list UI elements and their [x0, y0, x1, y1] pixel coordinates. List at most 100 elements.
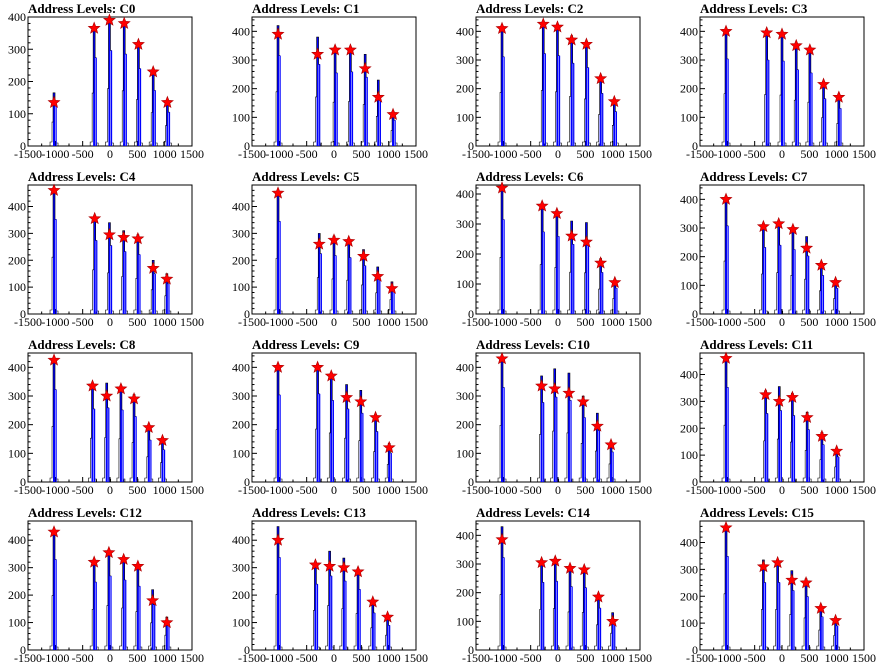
x-tick-label: 1000 [601, 483, 625, 497]
histogram-peak [552, 210, 562, 314]
x-tick-label: 1500 [404, 483, 428, 497]
histogram-peak [88, 384, 97, 482]
x-tick-label: -1000 [489, 483, 517, 497]
x-tick-label: 0 [331, 483, 337, 497]
histogram-peak [346, 46, 355, 146]
fit-marker [789, 38, 803, 52]
fit-marker [385, 281, 399, 294]
chart-svg: Address Levels: C6 0 100 200 300 400 -1500 -100… [456, 169, 652, 329]
y-tick-label: 400 [456, 528, 474, 542]
x-tick-label: 500 [800, 315, 818, 329]
fit-marker [271, 186, 285, 199]
histogram-peak [105, 222, 114, 314]
x-tick-label: -1500 [238, 483, 266, 497]
histogram-peak [329, 235, 339, 314]
fit-marker [550, 20, 564, 33]
x-tick-label: 1500 [628, 651, 652, 665]
fit-marker [495, 181, 509, 194]
chart-svg: Address Levels: C5 0 100 200 300 400 -1500 -100… [232, 169, 428, 329]
x-tick-label: -500 [520, 147, 542, 161]
y-tick-label: 100 [232, 280, 250, 294]
chart-panel: Address Levels: C3 0 100 200 300 400 -1500 -100… [672, 0, 896, 168]
y-tick-label: 400 [680, 24, 698, 38]
x-tick-label: -500 [296, 147, 318, 161]
chart-panel: Address Levels: C11 0 100 200 300 400 -1500 -10… [672, 336, 896, 504]
x-tick-label: -1000 [265, 651, 293, 665]
fit-marker [337, 560, 351, 574]
x-tick-label: 1500 [852, 315, 876, 329]
x-tick-label: -1500 [238, 147, 266, 161]
fit-marker [817, 77, 831, 90]
x-tick-label: -500 [744, 315, 766, 329]
histogram-peak [89, 559, 99, 650]
fit-marker [548, 382, 562, 395]
y-tick-label: 400 [8, 200, 26, 214]
fit-marker [160, 95, 174, 108]
chart-title: Address Levels: C10 [476, 337, 590, 352]
chart-svg: Address Levels: C0 0 100 200 300 400 -1500 -100… [8, 1, 204, 161]
fit-marker [117, 16, 131, 29]
x-tick-label: 500 [128, 483, 146, 497]
fit-marker [591, 590, 605, 603]
x-tick-label: 1000 [153, 483, 177, 497]
y-tick-label: 300 [680, 562, 698, 576]
fit-marker [535, 555, 549, 569]
x-tick-label: -1500 [462, 315, 490, 329]
fit-marker [382, 440, 396, 454]
chart-panel: Address Levels: C0 0 100 200 300 400 -1500 -100… [0, 0, 224, 168]
y-tick-label: 0 [468, 139, 474, 153]
x-tick-label: 0 [779, 651, 785, 665]
y-tick-label: 400 [456, 360, 474, 374]
y-tick-label: 300 [8, 42, 26, 56]
fit-marker [155, 433, 169, 446]
y-tick-label: 300 [456, 53, 474, 67]
fit-marker [495, 21, 509, 34]
y-tick-label: 400 [8, 360, 26, 374]
histogram-peak [537, 559, 546, 650]
y-tick-label: 200 [232, 588, 250, 602]
fit-marker [86, 379, 99, 392]
fit-marker [308, 558, 322, 571]
fit-marker [102, 227, 116, 241]
histogram-peak [759, 224, 768, 314]
plot-frame [475, 352, 641, 483]
histogram-peak [802, 236, 811, 314]
x-tick-label: 500 [352, 147, 370, 161]
y-tick-label: 100 [456, 110, 474, 124]
x-tick-label: 1000 [377, 147, 401, 161]
histogram-peak [801, 578, 811, 650]
histogram-peak [360, 53, 370, 147]
x-tick-label: 1000 [601, 147, 625, 161]
fit-marker [146, 593, 160, 607]
histogram-peak [773, 559, 782, 650]
y-tick-label: 200 [680, 589, 698, 603]
x-tick-label: -1000 [265, 483, 293, 497]
fit-marker [371, 90, 385, 103]
x-tick-label: -1000 [265, 315, 293, 329]
chart-title: Address Levels: C9 [252, 337, 360, 352]
plot-frame [699, 184, 865, 315]
histogram-peak [373, 266, 383, 314]
x-tick-label: 1000 [377, 315, 401, 329]
histogram-peak [578, 395, 588, 482]
y-tick-label: 400 [456, 24, 474, 38]
histogram-peak [582, 222, 591, 314]
histogram-peak [497, 26, 507, 146]
x-tick-label: 0 [555, 147, 561, 161]
chart-title: Address Levels: C15 [700, 505, 814, 520]
chart-panel: Address Levels: C10 0 100 200 300 400 -1500 -10… [448, 336, 672, 504]
histogram-peak [313, 36, 322, 146]
chart-title: Address Levels: C5 [252, 169, 360, 184]
x-tick-label: 0 [331, 315, 337, 329]
x-tick-label: 1500 [404, 651, 428, 665]
histogram-peak [371, 414, 380, 482]
y-tick-label: 400 [456, 187, 474, 201]
histogram-peak [721, 355, 731, 482]
histogram-peak [163, 100, 172, 146]
histogram-peak [497, 187, 507, 314]
x-tick-label: 1000 [377, 483, 401, 497]
y-tick-label: 300 [456, 557, 474, 571]
y-tick-label: 0 [692, 307, 698, 321]
histogram-peak [105, 18, 114, 146]
histogram-peak [373, 79, 383, 146]
